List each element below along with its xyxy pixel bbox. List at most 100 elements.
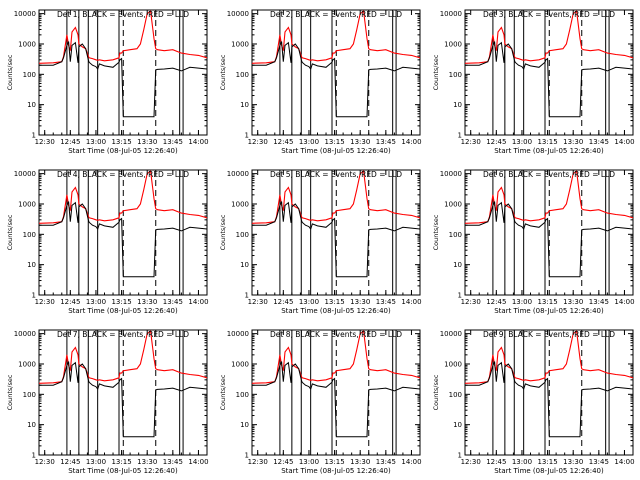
- x-tick-label: 13:15: [324, 298, 344, 306]
- y-tick-label: 1000: [444, 200, 462, 208]
- y-tick-label: 10000: [440, 330, 462, 338]
- y-tick-label: 100: [449, 391, 462, 399]
- y-tick-label: 1000: [18, 360, 36, 368]
- x-tick-label: 12:30: [248, 138, 268, 146]
- events-series-line: [252, 361, 420, 438]
- y-tick-label: 1: [245, 452, 249, 460]
- y-tick-label: 10: [240, 101, 249, 109]
- x-tick-label: 13:00: [512, 298, 532, 306]
- x-tick-label: 13:15: [111, 298, 131, 306]
- y-tick-label: 1000: [444, 40, 462, 48]
- y-tick-label: 10: [27, 261, 36, 269]
- detector-panel: 1 10 100 1000 10000 12:30 12:45 13:00 13:15 13:30…: [6, 169, 209, 315]
- x-axis-label: Start Time (08-Jul-05 12:26:40): [281, 147, 391, 155]
- y-tick-label: 10: [453, 261, 462, 269]
- x-tick-label: 13:00: [299, 458, 319, 466]
- y-tick-label: 10: [240, 261, 249, 269]
- x-tick-label: 14:00: [614, 298, 634, 306]
- y-axis-label: Counts/sec: [432, 374, 440, 410]
- y-tick-label: 10000: [227, 330, 249, 338]
- x-axis-label: Start Time (08-Jul-05 12:26:40): [494, 467, 604, 475]
- x-tick-label: 14:00: [614, 138, 634, 146]
- lld-series-line: [39, 10, 207, 64]
- x-tick-label: 13:45: [589, 458, 609, 466]
- y-axis-label: Counts/sec: [6, 214, 14, 250]
- events-series-line: [252, 201, 420, 278]
- y-tick-label: 10000: [227, 170, 249, 178]
- panel-title: Det 1, BLACK = Events, RED = LLD: [57, 10, 189, 19]
- x-tick-label: 13:30: [137, 138, 157, 146]
- y-tick-label: 1: [245, 132, 249, 140]
- lld-series-line: [465, 170, 633, 224]
- lld-series-line: [39, 330, 207, 384]
- x-tick-label: 13:15: [324, 458, 344, 466]
- y-tick-label: 100: [236, 231, 249, 239]
- y-tick-label: 1: [245, 292, 249, 300]
- x-tick-label: 14:00: [614, 458, 634, 466]
- x-tick-label: 13:45: [376, 458, 396, 466]
- x-tick-label: 13:45: [163, 138, 183, 146]
- y-tick-label: 10000: [227, 10, 249, 18]
- x-tick-label: 14:00: [401, 458, 421, 466]
- y-tick-label: 10: [27, 421, 36, 429]
- x-tick-label: 13:15: [537, 138, 557, 146]
- y-tick-label: 100: [236, 71, 249, 79]
- events-series-line: [252, 41, 420, 118]
- y-axis-label: Counts/sec: [6, 54, 14, 90]
- x-tick-label: 14:00: [188, 298, 208, 306]
- events-series-line: [465, 201, 633, 278]
- y-tick-label: 10000: [440, 10, 462, 18]
- x-tick-label: 13:45: [376, 298, 396, 306]
- x-axis-label: Start Time (08-Jul-05 12:26:40): [494, 147, 604, 155]
- events-series-line: [39, 201, 207, 278]
- y-tick-label: 10: [453, 421, 462, 429]
- detector-panel: 1 10 100 1000 10000 12:30 12:45 13:00 13:15 13:30…: [6, 329, 209, 475]
- y-tick-label: 1: [32, 132, 36, 140]
- lld-series-line: [252, 330, 420, 384]
- events-series-line: [465, 361, 633, 438]
- x-tick-label: 12:30: [35, 138, 55, 146]
- lld-series-line: [252, 170, 420, 224]
- lld-series-line: [465, 330, 633, 384]
- x-tick-label: 13:45: [589, 138, 609, 146]
- lld-series-line: [39, 170, 207, 224]
- y-axis-label: Counts/sec: [219, 54, 227, 90]
- y-tick-label: 1000: [231, 360, 249, 368]
- x-tick-label: 12:30: [461, 138, 481, 146]
- detector-panel: 1 10 100 1000 10000 12:30 12:45 13:00 13:15 13:30…: [219, 329, 422, 475]
- y-tick-label: 1000: [444, 360, 462, 368]
- panel-title: Det 3, BLACK = Events, RED = LLD: [483, 10, 615, 19]
- x-tick-label: 13:00: [299, 138, 319, 146]
- y-tick-label: 1000: [231, 40, 249, 48]
- x-tick-label: 13:15: [324, 138, 344, 146]
- panel-title: Det 2, BLACK = Events, RED = LLD: [270, 10, 402, 19]
- x-tick-label: 13:15: [111, 458, 131, 466]
- detector-panel: 1 10 100 1000 10000 12:30 12:45 13:00 13:15 13:30…: [432, 329, 635, 475]
- x-axis-label: Start Time (08-Jul-05 12:26:40): [68, 307, 178, 315]
- x-tick-label: 13:15: [537, 458, 557, 466]
- x-tick-label: 13:00: [512, 138, 532, 146]
- y-tick-label: 1: [32, 292, 36, 300]
- x-axis-label: Start Time (08-Jul-05 12:26:40): [281, 467, 391, 475]
- panel-title: Det 9, BLACK = Events, RED = LLD: [483, 330, 615, 339]
- x-tick-label: 12:45: [486, 458, 506, 466]
- y-axis-label: Counts/sec: [6, 374, 14, 410]
- y-axis-label: Counts/sec: [219, 214, 227, 250]
- y-tick-label: 100: [449, 231, 462, 239]
- x-tick-label: 14:00: [188, 458, 208, 466]
- y-tick-label: 10: [240, 421, 249, 429]
- x-tick-label: 12:30: [35, 298, 55, 306]
- x-tick-label: 13:45: [163, 298, 183, 306]
- x-tick-label: 12:45: [60, 298, 80, 306]
- lld-series-line: [465, 10, 633, 64]
- x-tick-label: 12:45: [486, 138, 506, 146]
- x-axis-label: Start Time (08-Jul-05 12:26:40): [494, 307, 604, 315]
- events-series-line: [39, 361, 207, 438]
- x-tick-label: 13:30: [563, 458, 583, 466]
- x-tick-label: 12:30: [248, 298, 268, 306]
- x-tick-label: 12:30: [35, 458, 55, 466]
- y-tick-label: 10000: [14, 10, 36, 18]
- y-tick-label: 10: [27, 101, 36, 109]
- panel-title: Det 5, BLACK = Events, RED = LLD: [270, 170, 402, 179]
- y-axis-label: Counts/sec: [432, 54, 440, 90]
